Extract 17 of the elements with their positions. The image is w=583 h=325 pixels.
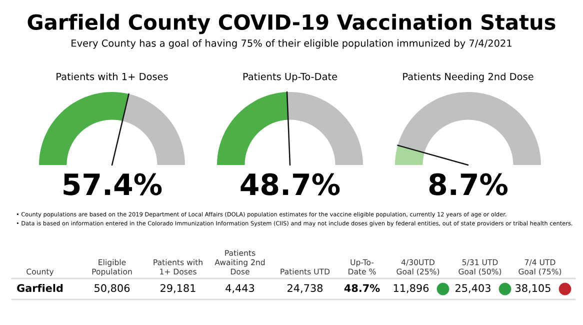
text: 57.4% (64, 173, 162, 196)
text: 29,181 (160, 284, 196, 294)
chart-title: Patients Up-To-Date (243, 72, 338, 82)
text: 11,896 (394, 284, 429, 294)
text: Garfield (17, 284, 63, 292)
text: 50,806 (94, 284, 130, 294)
chart-title: Patients Needing 2nd Dose (403, 72, 534, 82)
text: 38,105 (516, 284, 550, 294)
text: 48.7% (240, 173, 340, 196)
text: 4,443 (226, 284, 254, 294)
text: 8.7% (429, 173, 508, 196)
text: Garfield County COVID-19 Vaccination Status (28, 14, 556, 34)
text: 25,403 (456, 284, 490, 294)
text: 24,738 (288, 284, 323, 294)
text: Every County has a goal of having 75% of their eligible population immunized by 7/4/2021 (72, 39, 512, 49)
text: 48.7% (344, 284, 380, 292)
chart-title: Patients with 1+ Doses (56, 72, 168, 80)
